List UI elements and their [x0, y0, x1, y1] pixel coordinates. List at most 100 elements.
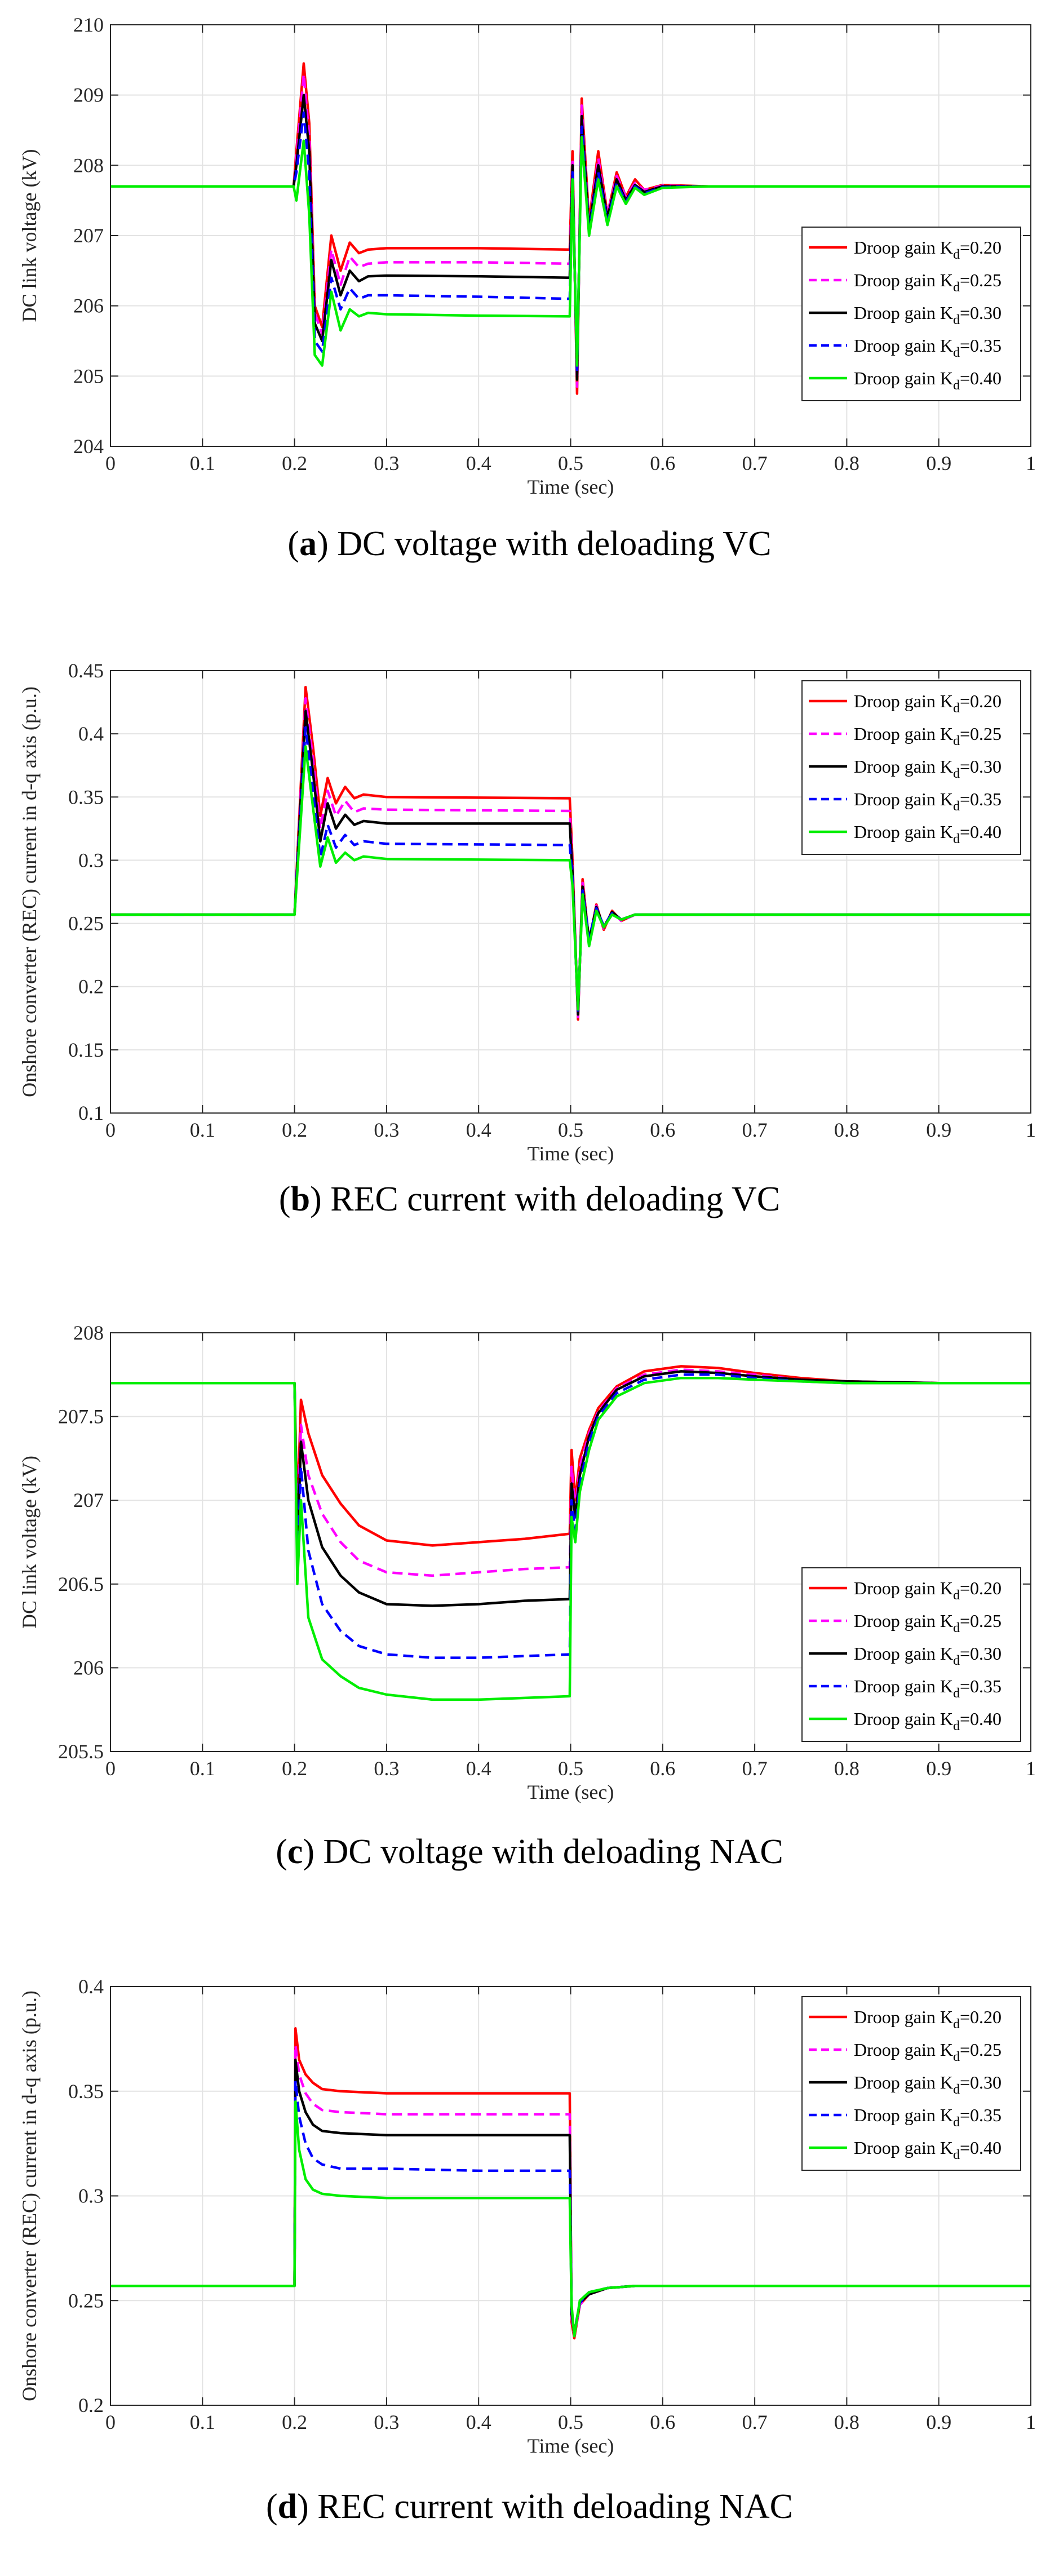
x-tick-label: 1	[1026, 1119, 1036, 1141]
legend-label-4: Droop gain Kd=0.35	[854, 789, 1002, 814]
legend-label-1: Droop gain Kd=0.20	[854, 1578, 1002, 1603]
legend-label-1: Droop gain Kd=0.20	[854, 2007, 1002, 2032]
legend-label-3: Droop gain Kd=0.30	[854, 1643, 1002, 1668]
legend-label-2: Droop gain Kd=0.25	[854, 1611, 1002, 1635]
chart-b: 0 0.1 0.2 0.3 0.4 0.5 0.6 0.7 0.8 0.9 10.10.150.20…	[18, 659, 1036, 1218]
y-tick-label: 0.2	[78, 976, 104, 998]
x-tick-label: 0.1	[190, 1757, 215, 1780]
x-tick-label: 0.4	[466, 1757, 491, 1780]
x-tick-label: 0.9	[926, 452, 951, 475]
caption-b: (b) REC current with deloading VC	[279, 1180, 780, 1218]
y-tick-label: 207.5	[58, 1406, 104, 1428]
y-tick-label: 206	[73, 1656, 104, 1679]
y-tick-label: 0.4	[78, 1975, 104, 1998]
x-tick-label: 0.8	[834, 1119, 859, 1141]
x-axis-label: Time (sec)	[528, 476, 614, 498]
chart-a: 0 0.1 0.2 0.3 0.4 0.5 0.6 0.7 0.8 0.9 1 204 205 206 20…	[18, 14, 1036, 563]
x-tick-label: 0.4	[466, 452, 491, 475]
x-tick-label: 0	[105, 1757, 116, 1780]
x-tick-label: 0.2	[282, 1119, 307, 1141]
chart-c: 0 0.1 0.2 0.3 0.4 0.5 0.6 0.7 0.8 0.9 1 205.5 206 206…	[18, 1322, 1036, 1871]
x-tick-label: 0.1	[190, 452, 215, 475]
legend-label-5: Droop gain Kd=0.40	[854, 822, 1002, 846]
legend-label-5: Droop gain Kd=0.40	[854, 2138, 1002, 2162]
y-axis-label: Onshore converter (REC) current in d-q a…	[18, 686, 41, 1097]
x-tick-label: 0.8	[834, 452, 859, 475]
x-tick-label: 0.7	[742, 1119, 768, 1141]
x-tick-label: 0.4	[466, 2411, 491, 2433]
legend: Droop gain Kd=0.20 Droop gain Kd=0.25 Droo…	[801, 1996, 1021, 2171]
y-tick-label: 205.5	[58, 1740, 104, 1763]
y-tick-label: 0.25	[68, 2289, 104, 2312]
x-tick-label: 0.3	[374, 1119, 399, 1141]
series-group	[110, 2027, 1031, 2340]
y-tick-label: 0.35	[68, 2080, 104, 2103]
legend-label-5: Droop gain Kd=0.40	[854, 1709, 1002, 1733]
legend-label-2: Droop gain Kd=0.25	[854, 2039, 1002, 2064]
y-tick-label: 0.35	[68, 786, 104, 808]
series-line-3	[110, 1370, 1031, 1607]
legend-label-3: Droop gain Kd=0.30	[854, 756, 1002, 781]
x-tick-label: 0	[105, 452, 116, 475]
x-axis-label: Time (sec)	[528, 1781, 614, 1803]
x-tick-label: 0.2	[282, 1757, 307, 1780]
legend: Droop gain Kd=0.20 Droop gain Kd=0.25 Droo…	[801, 227, 1021, 401]
y-tick-label: 204	[73, 435, 104, 458]
y-axis-label: DC link voltage (kV)	[18, 1456, 41, 1629]
series-line-1	[110, 1365, 1031, 1547]
legend: Droop gain Kd=0.20 Droop gain Kd=0.25 Droo…	[801, 1567, 1021, 1742]
legend-label-2: Droop gain Kd=0.25	[854, 724, 1002, 748]
x-tick-label: 0	[105, 2411, 116, 2433]
legend-label-1: Droop gain Kd=0.20	[854, 691, 1002, 716]
x-tick-label: 0.9	[926, 2411, 951, 2433]
x-tick-label: 0.7	[742, 1757, 768, 1780]
legend-label-4: Droop gain Kd=0.35	[854, 1676, 1002, 1701]
x-tick-label: 0.3	[374, 1757, 399, 1780]
x-tick-label: 0.7	[742, 2411, 768, 2433]
y-tick-label: 0.3	[78, 2185, 104, 2207]
y-tick-label: 0.3	[78, 849, 104, 871]
series-line-3	[110, 710, 1031, 1016]
x-tick-label: 0.7	[742, 452, 768, 475]
x-tick-label: 0.6	[650, 1119, 675, 1141]
legend-label-5: Droop gain Kd=0.40	[854, 368, 1002, 393]
x-tick-label: 0.3	[374, 2411, 399, 2433]
x-tick-label: 0.2	[282, 2411, 307, 2433]
x-tick-label: 0.5	[558, 1119, 583, 1141]
x-tick-label: 0.4	[466, 1119, 491, 1141]
x-tick-label: 0.5	[558, 2411, 583, 2433]
series-line-4	[110, 1373, 1031, 1659]
y-tick-label: 0.15	[68, 1039, 104, 1061]
y-tick-label: 209	[73, 84, 104, 107]
y-tick-label: 206.5	[58, 1573, 104, 1595]
legend-label-3: Droop gain Kd=0.30	[854, 2072, 1002, 2097]
series-group	[110, 1365, 1031, 1701]
x-tick-label: 0.1	[190, 1119, 215, 1141]
legend: Droop gain Kd=0.20 Droop gain Kd=0.25 Droo…	[801, 680, 1021, 855]
x-tick-label: 0.5	[558, 1757, 583, 1780]
y-tick-label: 207	[73, 1489, 104, 1511]
y-tick-label: 0.4	[78, 722, 104, 745]
y-tick-label: 208	[73, 154, 104, 176]
series-line-2	[110, 1368, 1031, 1577]
x-tick-label: 0.8	[834, 2411, 859, 2433]
series-line-5	[110, 1376, 1031, 1701]
y-tick-label: 205	[73, 365, 104, 387]
series-line-5	[110, 2100, 1031, 2338]
x-tick-label: 1	[1026, 2411, 1036, 2433]
y-axis-label: Onshore converter (REC) current in d-q a…	[18, 1990, 41, 2401]
x-tick-label: 1	[1026, 452, 1036, 475]
x-tick-label: 0.6	[650, 452, 675, 475]
y-tick-label: 210	[73, 14, 104, 36]
x-tick-label: 0.3	[374, 452, 399, 475]
legend-label-1: Droop gain Kd=0.20	[854, 237, 1002, 262]
x-tick-label: 0.9	[926, 1119, 951, 1141]
x-tick-label: 0.5	[558, 452, 583, 475]
series-group	[110, 62, 1031, 395]
series-line-5	[110, 136, 1031, 367]
legend-label-2: Droop gain Kd=0.25	[854, 270, 1002, 295]
x-tick-label: 0.6	[650, 2411, 675, 2433]
x-tick-label: 1	[1026, 1757, 1036, 1780]
caption-a: (a) DC voltage with deloading VC	[287, 525, 771, 563]
